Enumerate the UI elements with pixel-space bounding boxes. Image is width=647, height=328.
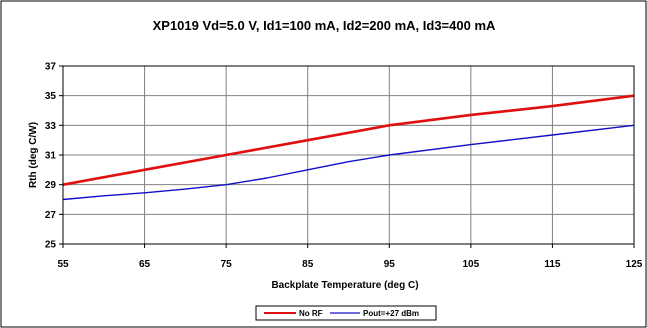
- x-tick-label: 55: [57, 259, 69, 270]
- y-tick-label: 29: [45, 180, 57, 191]
- x-tick-label: 75: [221, 259, 233, 270]
- legend-label-pout: Pout=+27 dBm: [363, 309, 419, 318]
- series-lines: [62, 94, 635, 201]
- y-axis-label: Rth (deg C/W): [28, 122, 39, 188]
- x-tick-label: 95: [384, 259, 396, 270]
- y-tick-label: 33: [45, 121, 57, 132]
- y-tick-label: 25: [45, 240, 57, 251]
- series-line-pout: [62, 124, 635, 201]
- x-axis-label: Backplate Temperature (deg C): [271, 280, 418, 291]
- plot-border: [62, 65, 635, 245]
- y-tick-label: 31: [45, 151, 57, 162]
- x-tick-label: 105: [463, 259, 480, 270]
- legend-label-no-rf: No RF: [299, 309, 323, 318]
- y-tick-label: 35: [45, 91, 57, 102]
- x-tick-labels: 55 65 75 85 95 105 115 125: [57, 259, 642, 270]
- x-tick-label: 115: [544, 259, 561, 270]
- x-tick-label: 125: [626, 259, 643, 270]
- y-tick-label: 37: [45, 62, 57, 73]
- legend: No RF Pout=+27 dBm: [255, 305, 437, 321]
- y-tick-labels: 25 27 29 31 33 35 37: [45, 62, 57, 251]
- x-tick-label: 65: [139, 259, 151, 270]
- chart-title: XP1019 Vd=5.0 V, Id1=100 mA, Id2=200 mA,…: [153, 18, 496, 33]
- y-tick-label: 27: [45, 210, 57, 221]
- x-tick-label: 85: [302, 259, 314, 270]
- series-line-no-rf: [62, 94, 635, 186]
